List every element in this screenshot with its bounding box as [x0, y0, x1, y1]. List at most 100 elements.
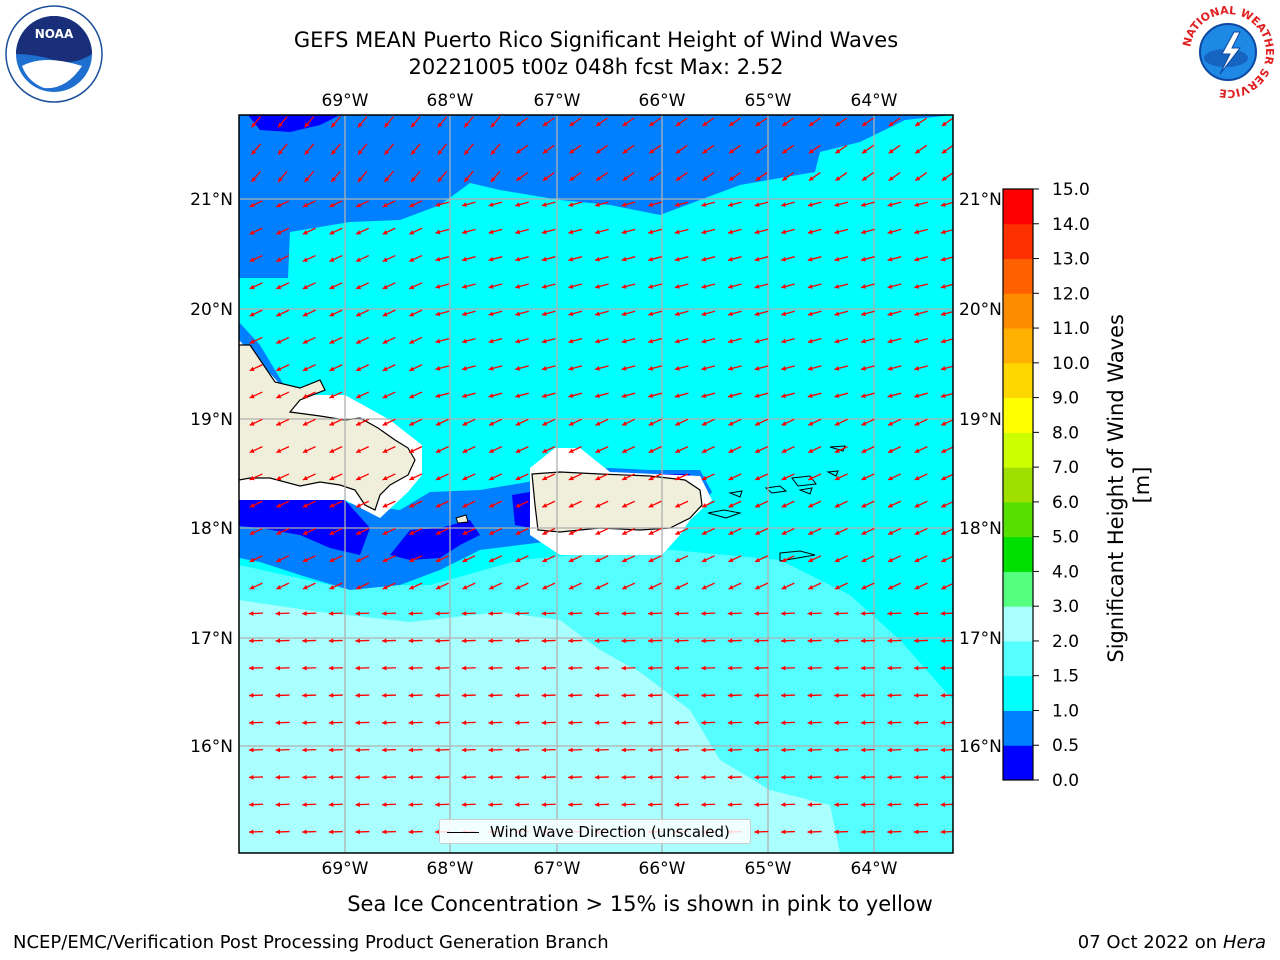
wave-arrow-head	[356, 339, 362, 344]
wave-arrow-head	[489, 448, 495, 453]
wave-arrow-head	[357, 177, 363, 182]
wave-arrow-head	[834, 638, 839, 644]
wave-arrow-head	[674, 366, 680, 371]
wave-arrow-head	[411, 122, 416, 128]
wave-arrow-head	[541, 692, 547, 698]
wave-arrow-head	[328, 829, 334, 835]
wave-arrow-head	[249, 557, 255, 563]
wave-arrow-head	[755, 121, 761, 127]
wave-arrow-head	[808, 148, 814, 154]
footer-host: Hera	[1222, 932, 1266, 953]
wave-arrow-head	[382, 312, 388, 317]
wave-arrow-head	[808, 475, 814, 481]
colorbar-label-line1: Significant Height of Wind Waves	[1104, 314, 1128, 663]
wave-arrow-head	[276, 475, 282, 481]
lon-label-bottom: 66°W	[639, 859, 686, 879]
wave-arrow-head	[435, 503, 441, 508]
wave-arrow-head	[595, 366, 600, 371]
wave-arrow-head	[568, 720, 573, 726]
wave-arrow-head	[409, 312, 415, 317]
wave-arrow-head	[382, 585, 388, 590]
wave-arrow-head	[887, 202, 893, 207]
wave-arrow-head	[701, 638, 706, 644]
wave-arrow-head	[355, 638, 360, 644]
wave-arrow-head	[488, 256, 494, 262]
wave-arrow-head	[834, 284, 840, 289]
wave-arrow-head	[940, 774, 946, 780]
wave-arrow-head	[781, 774, 786, 780]
colorbar-swatch	[1003, 258, 1033, 294]
wave-arrow-head	[622, 503, 628, 508]
wave-arrow-head	[356, 366, 362, 371]
wave-arrow-head	[807, 202, 813, 207]
wave-arrow-head	[701, 611, 706, 616]
wave-arrow-head	[941, 176, 947, 181]
wave-arrow-head	[249, 503, 255, 508]
wave-arrow-head	[435, 585, 441, 590]
wave-arrow-head	[887, 829, 892, 835]
wave-arrow-head	[621, 393, 627, 398]
wave-arrow-head	[382, 503, 388, 508]
wave-arrow-head	[940, 393, 946, 398]
wave-arrow-head	[701, 557, 707, 563]
wave-arrow-head	[542, 585, 548, 590]
wave-arrow-head	[941, 448, 947, 453]
wave-arrow-head	[675, 448, 681, 453]
wave-arrow-head	[834, 802, 839, 807]
wave-arrow-head	[755, 448, 761, 453]
lat-label-right: 20°N	[959, 300, 1002, 320]
wave-arrow-head	[541, 311, 547, 317]
wave-arrow-head	[702, 121, 708, 127]
wave-arrow-head	[674, 284, 680, 289]
wave-arrow-head	[621, 311, 627, 317]
lon-label-top: 66°W	[639, 91, 686, 111]
wave-arrow-head	[887, 638, 892, 644]
wave-arrow-head	[674, 638, 680, 644]
wave-arrow-head	[755, 148, 761, 154]
wave-arrow-head	[435, 366, 441, 371]
wave-arrow-head	[408, 802, 414, 807]
wave-arrow-head	[249, 421, 255, 426]
colorbar-tick-label: 0.0	[1052, 771, 1079, 791]
wave-arrow-head	[488, 202, 494, 207]
wave-arrow-head	[515, 393, 521, 398]
wave-arrow-head	[302, 366, 308, 371]
wave-arrow-head	[754, 665, 759, 671]
wave-arrow-head	[488, 311, 494, 317]
wave-arrow-head	[541, 802, 547, 807]
colorbar-swatch	[1003, 571, 1033, 607]
wave-arrow-head	[941, 557, 947, 563]
wave-arrow-head	[754, 638, 759, 644]
wave-arrow-head	[595, 585, 601, 590]
wave-arrow-head	[302, 202, 308, 208]
wave-arrow-head	[701, 421, 707, 426]
wave-arrow-head	[302, 421, 308, 426]
wave-arrow-head	[542, 557, 548, 563]
wave-arrow-head	[276, 585, 282, 590]
wave-arrow-head	[887, 720, 892, 726]
wave-arrow-head	[727, 720, 733, 726]
wave-arrow-head	[437, 122, 443, 128]
wave-arrow-head	[249, 312, 255, 317]
wave-arrow-head	[541, 774, 547, 780]
wave-arrow-head	[887, 611, 892, 616]
lat-label-left: 17°N	[190, 629, 233, 649]
wave-arrow-head	[435, 611, 440, 616]
wave-arrow-head	[861, 311, 866, 317]
wave-arrow-head	[781, 720, 786, 726]
wave-arrow-head	[356, 421, 362, 426]
wave-arrow-head	[940, 720, 946, 726]
lon-label-top: 67°W	[534, 91, 581, 111]
wave-arrow-head	[914, 530, 920, 535]
wave-arrow-head	[807, 338, 813, 344]
wave-arrow-head	[328, 665, 334, 671]
wave-arrow-head	[940, 284, 946, 289]
wave-arrow-head	[275, 774, 281, 780]
lon-label-bottom: 69°W	[322, 859, 369, 879]
wave-arrow-head	[435, 202, 441, 207]
wave-arrow-head	[356, 393, 362, 399]
wave-arrow-head	[302, 829, 307, 835]
colorbar-swatch	[1003, 501, 1033, 538]
wave-height-field	[239, 115, 953, 853]
colorbar-label-line2: [m]	[1130, 467, 1154, 504]
